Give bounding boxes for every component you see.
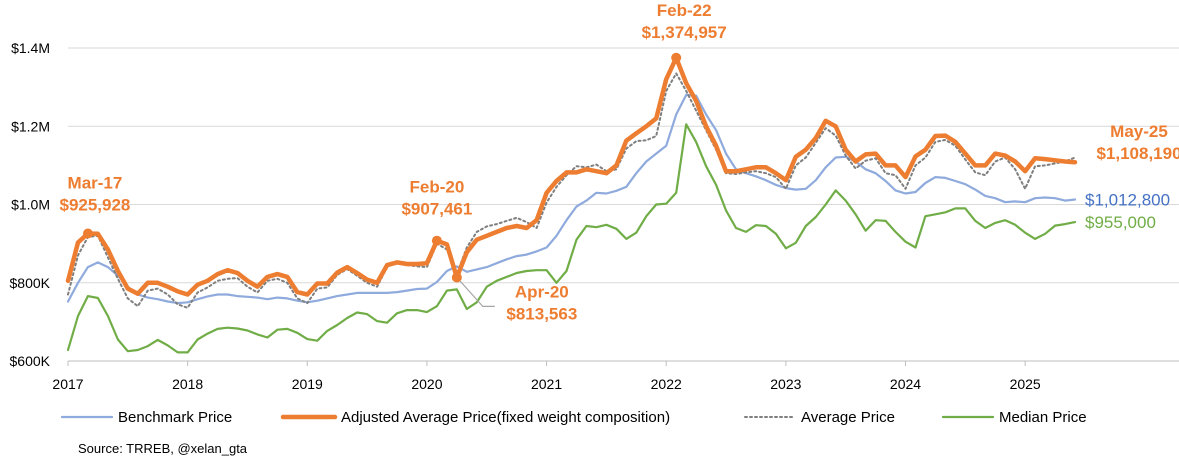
x-tick-label: 2022 [651,376,682,392]
x-axis: 2017 2018 2019 2020 2021 2022 2023 2024 2025 [52,360,1179,392]
legend: Benchmark Price Adjusted Average Price(fi… [60,409,1087,426]
legend-label: Benchmark Price [118,409,232,426]
annotation-value: $813,563 [506,304,577,323]
annotations: Mar-17 $925,928 Feb-20 $907,461 Apr-20 $813,5… [59,1,1179,324]
y-axis-ticks: $600K $800K $1.0M $1.2M $1.4M [10,40,51,369]
annotation-marker [82,228,93,239]
annotation-date: May-25 [1110,122,1168,141]
series-line-1 [65,55,1078,297]
legend-label: Median Price [999,409,1087,426]
x-tick-label: 2017 [52,376,83,392]
annotation-value: $1,374,957 [642,23,727,42]
annotation-marker [451,272,462,283]
x-tick-label: 2020 [411,376,442,392]
series-line-0 [66,93,1077,305]
annotation-marker [431,235,442,246]
end-value-label: $1,012,800 [1085,190,1170,209]
end-value-label: $955,000 [1085,213,1156,232]
series-line-3 [66,123,1077,354]
x-tick-label: 2019 [292,376,323,392]
x-tick-label: 2021 [531,376,562,392]
source-note: Source: TRREB, @xelan_gta [78,441,248,456]
x-tick-label: 2018 [172,376,203,392]
y-tick-label: $800K [10,275,51,291]
y-tick-label: $1.2M [11,118,50,134]
legend-label: Average Price [801,409,895,426]
y-tick-label: $1.0M [11,197,50,213]
annotation-date: Feb-22 [657,1,712,20]
series-line-2 [67,72,1076,309]
annotation-value: $1,108,190 [1096,144,1179,163]
annotation-date: Mar-17 [68,173,123,192]
annotation-marker [671,52,682,63]
series-lines [65,55,1078,354]
annotation-value: $925,928 [59,195,130,214]
annotation-date: Apr-20 [515,282,569,301]
x-tick-label: 2024 [890,376,921,392]
annotation-date: Feb-20 [409,178,464,197]
gridlines [68,47,1179,284]
y-tick-label: $1.4M [11,40,50,56]
y-tick-label: $600K [10,353,51,369]
annotation-leader [456,276,495,307]
x-tick-label: 2025 [1010,376,1041,392]
annotation-value: $907,461 [401,200,472,219]
x-tick-label: 2023 [770,376,801,392]
legend-label: Adjusted Average Price(fixed weight comp… [341,409,670,426]
